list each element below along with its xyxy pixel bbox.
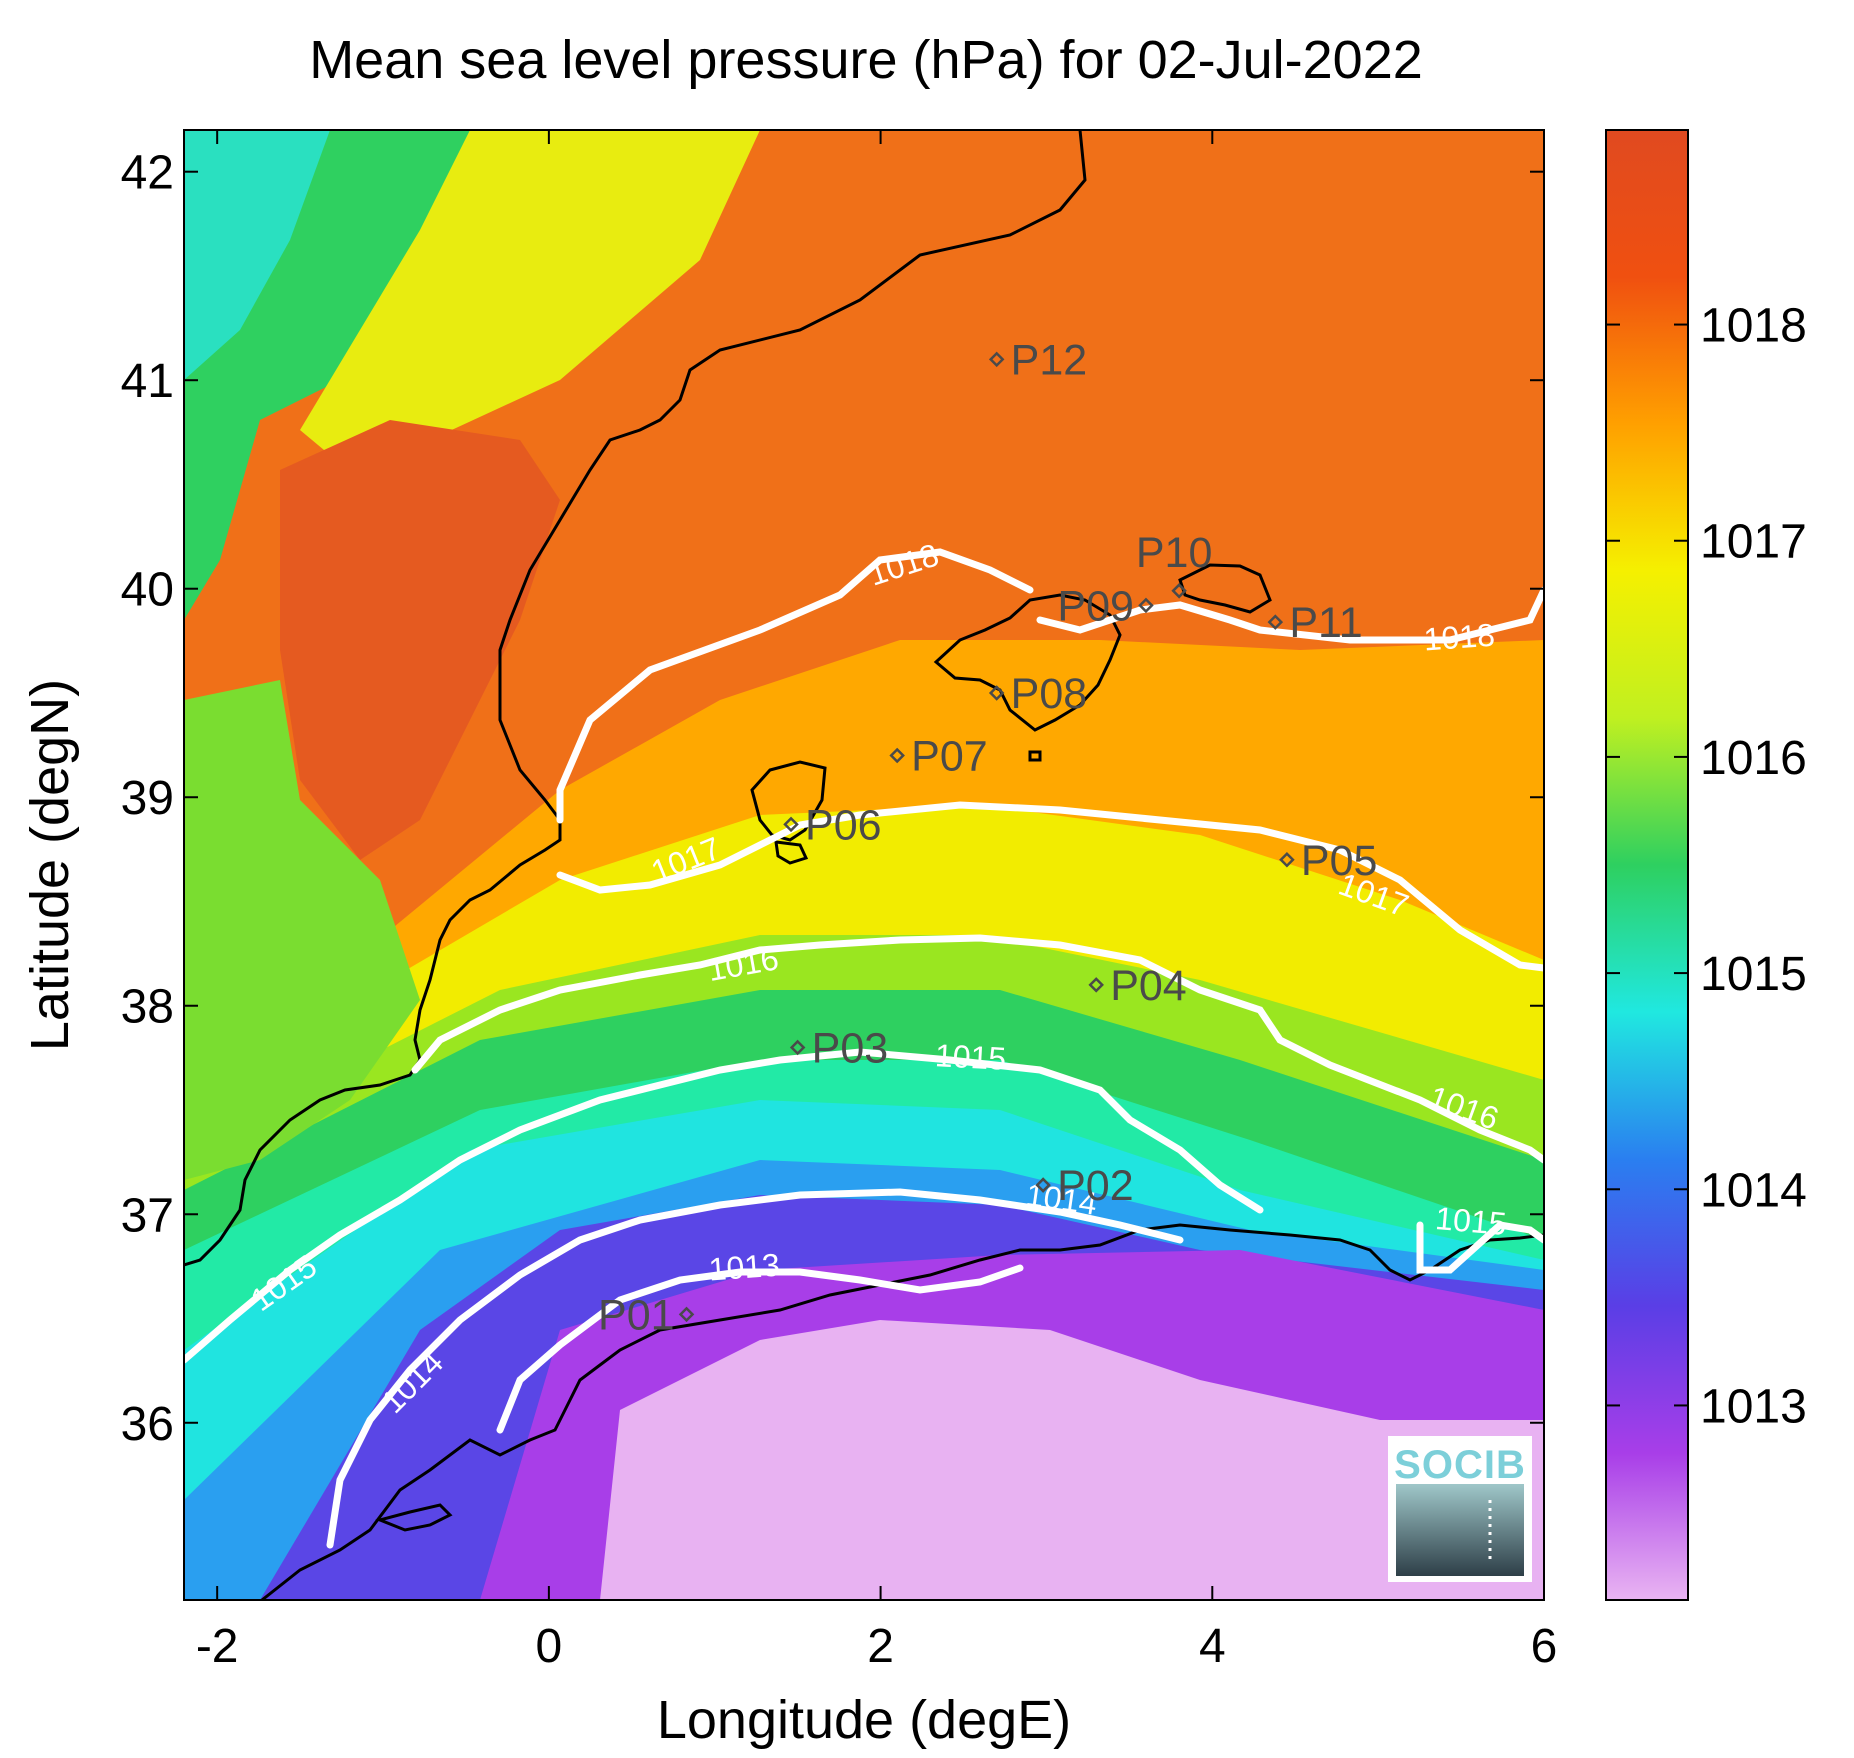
map-title: Mean sea level pressure (hPa) for 02-Jul… [309,30,1423,90]
pressure-band-africa-low [600,1320,1544,1600]
station-label-p12: P12 [1011,336,1088,384]
station-label-p05: P05 [1301,837,1378,885]
station-label-p08: P08 [1011,670,1088,718]
coastline-iberia [184,130,1087,1267]
colorbar-tick-label: 1018 [1700,300,1807,353]
y-axis-ticks: 36 37 38 39 40 41 42 [121,147,1544,1451]
station-marker-p01 [678,1306,695,1323]
station-marker-p07 [889,747,905,764]
pressure-iberia-inland-cyan [184,130,330,380]
y-axis-label: Latitude (degN) [20,679,80,1051]
station-marker-p09 [1138,597,1154,614]
isobar-1018 [556,548,1544,824]
coastline-island-alboran [375,1503,453,1532]
isobar-1015-east [1416,1221,1544,1274]
pressure-iberia-yellow [300,130,760,480]
isobar-1014 [326,1188,1184,1549]
y-tick-label: 42 [121,147,174,200]
station-label-p04: P04 [1110,962,1187,1010]
x-axis-ticks: -2 0 2 4 6 [196,130,1558,1673]
y-tick-label: 37 [121,1189,174,1242]
station-label-p06: P06 [805,801,882,849]
x-tick-label: 4 [1199,1620,1226,1673]
pressure-iberia-coast-green [184,680,420,1180]
y-tick-label: 39 [121,772,174,825]
station-marker-p04 [1088,977,1104,993]
pressure-iberia-high [280,420,560,860]
isobar-label: 1015 [934,1037,1007,1077]
station-marker-p10 [1171,583,1187,599]
y-tick-label: 41 [121,355,174,408]
x-tick-label: -2 [196,1620,239,1673]
coastline-ibiza [750,760,827,842]
coastline-cabrera [1028,750,1042,762]
colorbar-tick-label: 1013 [1700,1380,1807,1433]
station-label-p01: P01 [598,1291,675,1339]
isobar-label: 1015 [1434,1200,1508,1242]
colorbar-tick-label: 1017 [1700,516,1807,569]
y-tick-label: 36 [121,1398,174,1451]
station-marker-p11 [1267,614,1284,630]
station-label-p07: P07 [911,733,988,781]
socib-logo: SOCIB [1388,1436,1532,1582]
station-marker-p05 [1279,852,1295,868]
coastline-menorca [1178,563,1272,614]
isobar-1016 [411,934,1544,1164]
station-marker-p06 [783,816,799,833]
station-marker-p12 [988,351,1005,368]
station-marker-p08 [988,685,1005,701]
colorbar-tick-label: 1015 [1700,948,1807,1001]
y-axis: 36 37 38 39 40 41 42 Latitude (degN) [20,147,1544,1451]
y-tick-label: 38 [121,981,174,1034]
isobar-1013 [496,1264,1024,1434]
x-tick-label: 6 [1531,1620,1558,1673]
colorbar-tick-label: 1016 [1700,732,1807,785]
colorbar: 1013 1014 1015 1016 1017 1018 [1605,129,1807,1601]
x-tick-label: 0 [536,1620,563,1673]
station-label-p03: P03 [812,1024,889,1072]
colorbar-ticks: 1013 1014 1015 1016 1017 1018 [1606,300,1807,1433]
isobar-1015 [184,1048,1264,1364]
station-label-p11: P11 [1289,599,1362,647]
colorbar-gradient [1605,129,1689,1601]
station-marker-p03 [789,1039,806,1056]
x-axis: -2 0 2 4 6 Longitude (degE) [196,130,1558,1750]
isobar-1017 [556,801,1544,972]
isobars [184,548,1544,1549]
isobar-label: 1018 [1422,617,1496,658]
station-label-p09: P09 [1057,582,1134,630]
x-tick-label: 2 [867,1620,894,1673]
x-axis-label: Longitude (degE) [657,1690,1071,1750]
y-tick-label: 40 [121,564,174,617]
station-marker-p02 [1035,1177,1051,1193]
socib-logo-gradient [1396,1484,1524,1576]
station-label-p02: P02 [1057,1162,1134,1210]
socib-logo-text: SOCIB [1394,1443,1526,1487]
isobar-label: 1013 [707,1247,781,1288]
plot-frame [183,129,1545,1601]
colorbar-tick-label: 1014 [1700,1164,1807,1217]
station-label-p10: P10 [1136,529,1213,577]
coastline-formentera [774,840,809,865]
